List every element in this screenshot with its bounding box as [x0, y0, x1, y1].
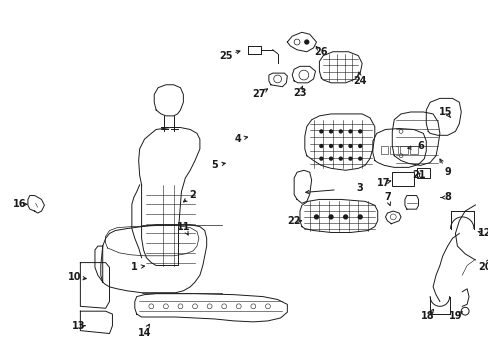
- Text: 22: 22: [287, 216, 300, 226]
- Circle shape: [343, 215, 347, 219]
- Circle shape: [329, 130, 332, 133]
- Text: 19: 19: [448, 311, 461, 321]
- Text: 15: 15: [438, 107, 451, 117]
- Text: 7: 7: [383, 193, 390, 202]
- Text: 5: 5: [211, 161, 217, 170]
- Circle shape: [329, 157, 332, 160]
- Text: 26: 26: [314, 47, 327, 57]
- Text: 6: 6: [416, 141, 423, 151]
- Text: 10: 10: [68, 272, 81, 282]
- Circle shape: [348, 144, 351, 148]
- Text: 3: 3: [356, 183, 363, 193]
- Text: 2: 2: [189, 190, 196, 199]
- Bar: [409, 146, 417, 154]
- Text: 25: 25: [219, 51, 232, 60]
- Circle shape: [358, 157, 361, 160]
- Bar: [389, 146, 397, 154]
- Circle shape: [319, 144, 322, 148]
- Circle shape: [339, 144, 342, 148]
- Circle shape: [358, 144, 361, 148]
- Text: 1: 1: [131, 262, 138, 273]
- Circle shape: [329, 144, 332, 148]
- Circle shape: [328, 215, 332, 219]
- Circle shape: [348, 130, 351, 133]
- Text: 16: 16: [13, 199, 27, 209]
- Bar: [391, 172, 413, 186]
- Circle shape: [304, 40, 308, 44]
- Text: 4: 4: [234, 134, 241, 144]
- Bar: [399, 146, 407, 154]
- Text: 13: 13: [72, 321, 85, 331]
- Text: 8: 8: [443, 193, 450, 202]
- Circle shape: [319, 157, 322, 160]
- Circle shape: [339, 157, 342, 160]
- Text: 9: 9: [444, 167, 450, 177]
- Text: 14: 14: [138, 328, 151, 338]
- Text: 17: 17: [376, 178, 389, 188]
- Bar: [380, 146, 387, 154]
- Bar: [416, 168, 429, 178]
- Circle shape: [358, 215, 362, 219]
- Circle shape: [314, 215, 318, 219]
- Circle shape: [358, 130, 361, 133]
- Circle shape: [348, 157, 351, 160]
- Text: 12: 12: [477, 229, 488, 238]
- Circle shape: [319, 130, 322, 133]
- Text: 24: 24: [353, 76, 366, 86]
- Text: 11: 11: [176, 222, 190, 231]
- Text: 21: 21: [411, 170, 425, 180]
- Text: 18: 18: [421, 311, 434, 321]
- Text: 23: 23: [293, 87, 306, 98]
- Text: 27: 27: [252, 90, 265, 99]
- Circle shape: [339, 130, 342, 133]
- Text: 20: 20: [477, 262, 488, 273]
